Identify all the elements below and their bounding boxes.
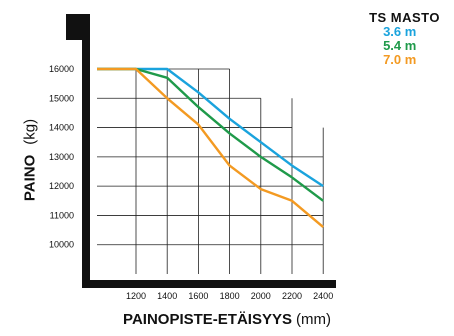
y-axis-label: PAINO (kg) [22, 119, 39, 201]
legend-item-5-4m: 5.4 m [383, 38, 417, 53]
y-tick-label: 10000 [49, 240, 74, 250]
y-axis-title: PAINO [21, 154, 39, 202]
series-line-2 [97, 67, 324, 229]
y-tick-label: 11000 [50, 210, 74, 220]
x-tick-labels: 1200 1400 1600 1800 2000 2200 2400 [126, 291, 333, 301]
y-tick-label: 15000 [49, 93, 74, 103]
x-tick-label: 1800 [220, 291, 240, 301]
legend-title: TS MASTO [369, 10, 440, 25]
x-axis-label: PAINOPISTE-ETÄISYYS (mm) [0, 311, 454, 328]
legend-item-3-6m: 3.6 m [383, 24, 417, 39]
x-tick-label: 1200 [126, 291, 146, 301]
x-tick-label: 1600 [188, 291, 208, 301]
legend-item-7-0m: 7.0 m [383, 52, 417, 67]
grid [97, 68, 324, 274]
legend: TS MASTO 3.6 m 5.4 m 7.0 m [369, 10, 440, 67]
y-tick-label: 14000 [49, 123, 74, 133]
fork-graphic [66, 14, 336, 288]
x-tick-label: 2200 [282, 291, 302, 301]
y-tick-labels: 10000 11000 12000 13000 14000 15000 16000 [49, 64, 74, 250]
y-tick-label: 16000 [49, 64, 74, 74]
series-line-1 [97, 67, 324, 202]
x-tick-label: 1400 [157, 291, 177, 301]
series-line-0 [97, 67, 324, 188]
x-axis-unit: (mm) [295, 311, 331, 328]
y-axis-unit: (kg) [21, 118, 39, 145]
x-axis-title: PAINOPISTE-ETÄISYYS [123, 311, 292, 328]
y-tick-label: 13000 [49, 152, 74, 162]
fork-axis-shape [66, 14, 336, 288]
x-tick-label: 2000 [251, 291, 271, 301]
series-lines [97, 67, 324, 229]
x-tick-label: 2400 [313, 291, 333, 301]
y-tick-label: 12000 [49, 181, 74, 191]
